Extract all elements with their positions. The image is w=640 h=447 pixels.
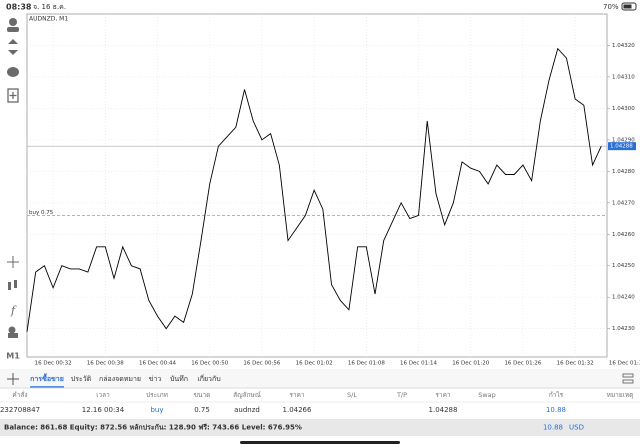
column-header: ราคา	[435, 391, 450, 399]
x-tick-label: 16 Dec 00:44	[139, 361, 176, 367]
column-header: กำไร	[549, 391, 564, 399]
account-icon-body	[7, 27, 19, 32]
battery-level	[623, 4, 632, 9]
column-header: หมายเหตุ	[607, 391, 634, 399]
new-doc-icon[interactable]	[7, 88, 19, 103]
account-summary: Balance: 861.68 Equity: 872.56 หลักประกั…	[4, 424, 302, 432]
battery-icon	[621, 2, 637, 11]
status-battery: 70%	[603, 3, 619, 11]
column-header: Swap	[478, 391, 496, 399]
chat-icon[interactable]	[7, 67, 19, 77]
price-line-series	[26, 47, 602, 332]
status-time: 08:38	[6, 3, 32, 12]
layout-icon-b	[622, 379, 634, 384]
total-profit: 10.88	[543, 424, 563, 432]
x-tick-label: 16 Dec 00:50	[191, 361, 228, 367]
cell: audnzd	[234, 406, 260, 414]
tab[interactable]: ประวัติ	[71, 375, 92, 383]
x-tick-label: 16 Dec 00:32	[35, 361, 72, 367]
tabs-bar	[0, 369, 640, 388]
status-date: จ. 16 ธ.ค.	[33, 3, 66, 11]
y-tick-label: 1.04260	[612, 232, 635, 238]
order-label: buy 0.75	[29, 210, 54, 216]
x-tick-label: 16 Dec 01:32	[557, 361, 594, 367]
y-tick-label: 1.04320	[612, 43, 635, 49]
x-tick-label: 16 Dec 01:26	[504, 361, 541, 367]
y-tick-label: 1.04240	[612, 295, 635, 301]
y-tick-label: 1.04230	[612, 326, 635, 332]
timeframe-button[interactable]: M1	[6, 352, 20, 361]
x-tick-label: 16 Dec 00:56	[243, 361, 280, 367]
tab[interactable]: เกี่ยวกับ	[197, 374, 220, 383]
cell: 0.75	[194, 406, 210, 414]
x-tick-label: 16 Dec 01:20	[452, 361, 489, 367]
tabs: การซื้อขาย ประวัติ กล่องจดหมาย ข่าว บันทึก เก…	[30, 372, 221, 388]
trade-icon[interactable]	[8, 39, 18, 55]
positions-table: คำสั่ง เวลา ประเภท ขนาด สัญลักษณ์ ราคา S/L T/P ร…	[0, 390, 640, 414]
x-tick-label: 16 Dec 01:14	[400, 361, 437, 367]
indicator-icon[interactable]	[8, 282, 11, 290]
objects-icon-body	[8, 333, 18, 338]
add-button[interactable]	[7, 373, 19, 385]
column-header: เวลา	[96, 391, 110, 399]
x-tick-label: 16 Dec 00:38	[87, 361, 124, 367]
x-tick-label: 16 Dec 01:02	[296, 361, 333, 367]
layout-icon[interactable]	[622, 373, 634, 378]
x-tick-label: 16 Dec 01:08	[348, 361, 385, 367]
footer-bg	[0, 419, 640, 436]
objects-icon[interactable]	[8, 326, 16, 334]
cell: buy	[150, 406, 163, 414]
chart-frame	[26, 13, 608, 358]
price-label: 1.04288	[610, 144, 633, 150]
y-tick-label: 1.04250	[612, 263, 635, 269]
new-doc-plus	[9, 92, 17, 99]
column-header: สัญลักษณ์	[233, 391, 261, 399]
column-header: ประเภท	[146, 391, 168, 399]
column-header: T/P	[396, 391, 407, 399]
column-header: คำสั่ง	[12, 390, 27, 399]
cell: 12.16 00:34	[82, 406, 125, 414]
tab[interactable]: การซื้อขาย	[30, 372, 64, 383]
account-icon[interactable]	[9, 18, 17, 26]
y-tick-label: 1.04280	[612, 169, 635, 175]
tab[interactable]: กล่องจดหมาย	[99, 375, 141, 383]
column-header: S/L	[347, 391, 357, 399]
y-tick-label: 1.04270	[612, 200, 635, 206]
x-tick-label: 16 Dec 01:38	[609, 361, 640, 367]
tab[interactable]: บันทึก	[170, 374, 188, 383]
home-indicator	[240, 441, 400, 444]
cell: 1.04266	[283, 406, 312, 414]
column-header: ราคา	[289, 391, 304, 399]
cell: 10.88	[546, 406, 566, 414]
y-tick-label: 1.04300	[612, 106, 635, 112]
column-header: ขนาด	[194, 391, 211, 399]
chart-title: AUDNZD, M1	[29, 16, 68, 23]
cell: 232708847	[0, 406, 40, 414]
price-tag	[608, 142, 636, 151]
side-toolbar: f M1	[0, 14, 26, 364]
tab[interactable]: ข่าว	[149, 375, 162, 383]
chart: 1.04230 1.04240 1.04250 1.04260 1.04270 1.042…	[26, 14, 640, 367]
y-tick-label: 1.04290	[612, 137, 635, 143]
currency: USD	[569, 424, 584, 432]
cell: 1.04288	[429, 406, 458, 414]
function-icon[interactable]: f	[10, 304, 17, 317]
indicator-icon-b	[14, 280, 17, 288]
y-tick-label: 1.04310	[612, 74, 635, 80]
crosshair-icon[interactable]	[7, 256, 19, 268]
